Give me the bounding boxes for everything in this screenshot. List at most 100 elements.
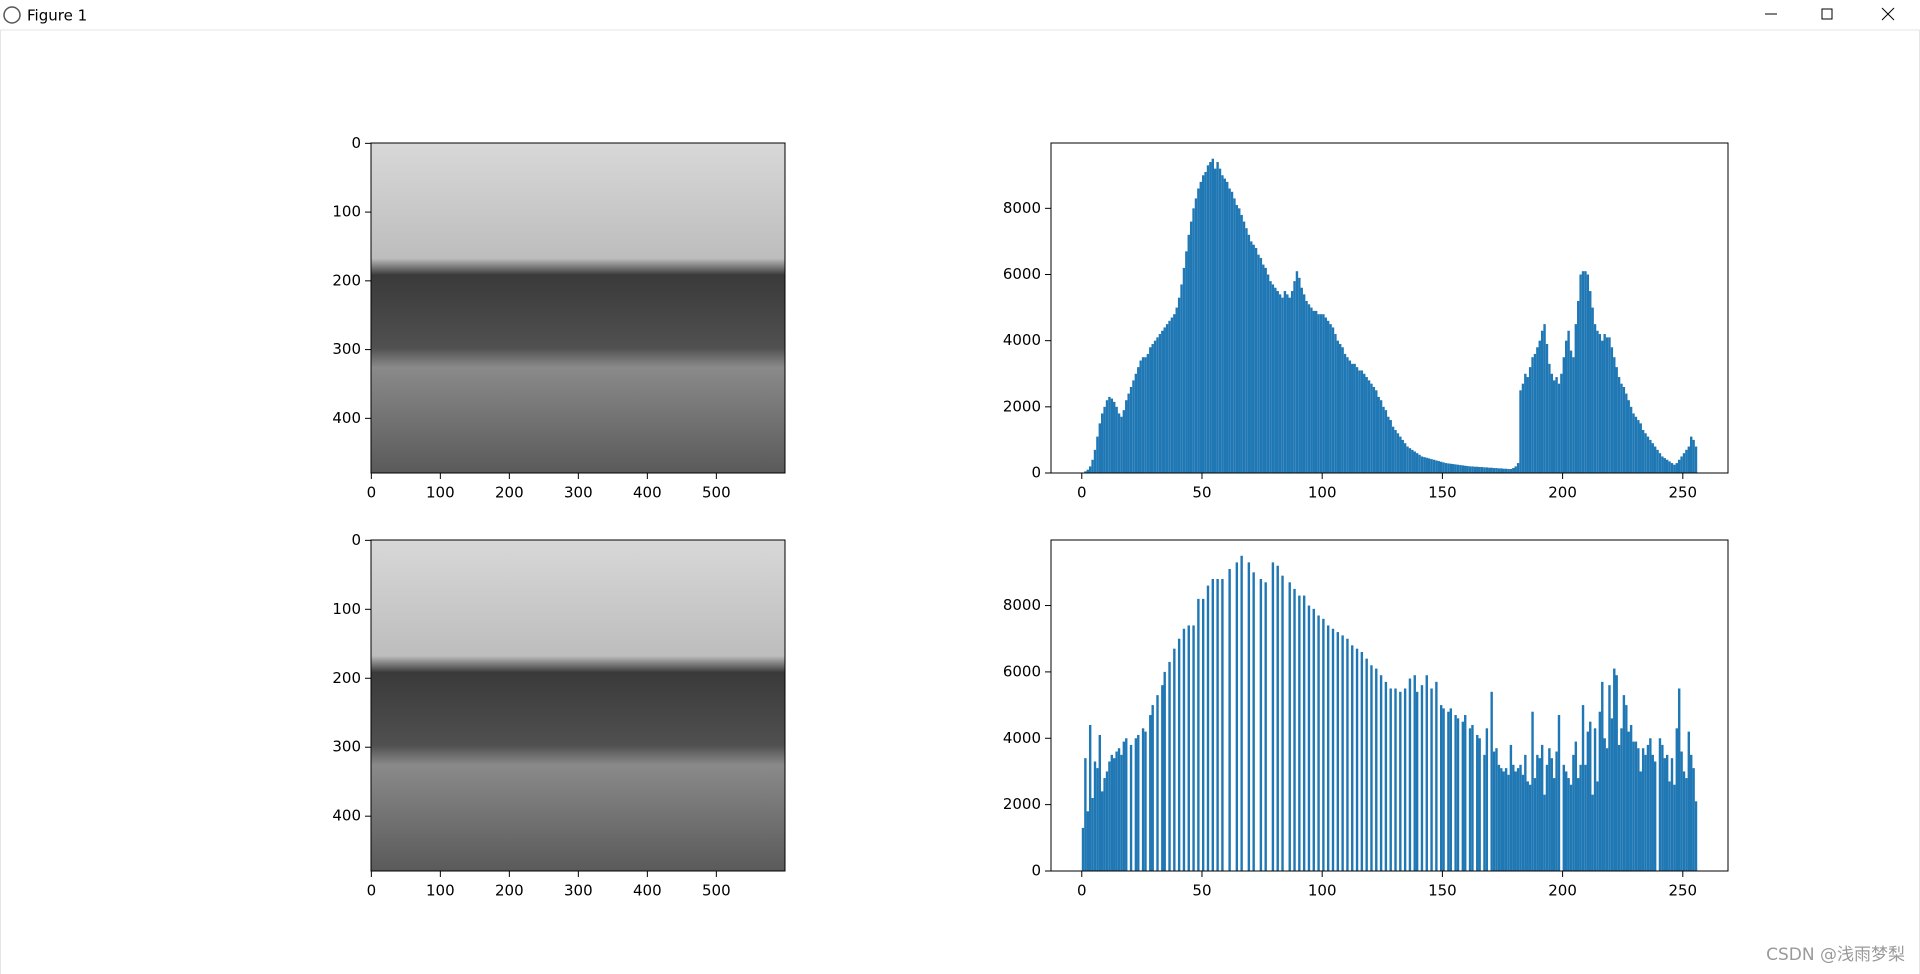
bar [1317, 314, 1320, 473]
bar [1665, 754, 1669, 871]
x-tick-label: 200 [1548, 882, 1577, 900]
bar [1586, 274, 1590, 473]
bar [1211, 158, 1214, 473]
axes-frame [1050, 539, 1729, 872]
bar [1382, 406, 1385, 473]
bar [1086, 811, 1089, 871]
bar [1555, 751, 1558, 871]
bar [1444, 463, 1448, 473]
subplot: 0 50 100 150 200 250 0 2000 4000 6000 8000 [1003, 539, 1729, 900]
bar [1557, 715, 1561, 871]
bar [1685, 449, 1688, 473]
image [371, 540, 785, 871]
bar [1548, 748, 1551, 871]
bar [1598, 334, 1602, 473]
bar [1228, 569, 1231, 871]
bar [1165, 324, 1169, 473]
y-tick-label: 100 [332, 600, 361, 618]
bar [1206, 165, 1210, 474]
bar [1519, 764, 1522, 871]
bar [1694, 801, 1698, 871]
bar [1598, 711, 1602, 871]
bar [1439, 705, 1443, 871]
bar [1552, 380, 1556, 473]
bar [1629, 724, 1633, 871]
bar [1132, 380, 1135, 473]
bar [1093, 761, 1097, 871]
bar [1569, 784, 1573, 871]
x-tick-label: 150 [1428, 882, 1457, 900]
bar [1589, 721, 1592, 871]
bar [1430, 459, 1433, 473]
bar [1668, 461, 1671, 473]
bar [1485, 467, 1489, 473]
bar [1670, 758, 1674, 871]
bar [1105, 400, 1109, 473]
bar [1377, 396, 1380, 473]
bar [1213, 168, 1217, 473]
bar [1334, 334, 1337, 473]
bar [1677, 688, 1681, 871]
bar [1596, 781, 1599, 871]
bar [1151, 343, 1154, 473]
bar [1326, 320, 1330, 473]
bar [1685, 778, 1688, 871]
restore-button[interactable] [1821, 8, 1833, 20]
bar [1240, 555, 1243, 871]
bar [1593, 728, 1597, 871]
bar [1139, 360, 1142, 473]
bar [1579, 274, 1582, 473]
bar [1290, 291, 1294, 473]
bar [1466, 466, 1469, 473]
bar [1394, 429, 1397, 473]
bar [1310, 307, 1313, 473]
bar [1113, 401, 1116, 473]
bar [1625, 393, 1628, 473]
bar [1485, 728, 1489, 871]
bar [1331, 628, 1335, 871]
close-button[interactable] [1881, 7, 1895, 21]
bar [1632, 741, 1635, 871]
bar [1346, 638, 1349, 871]
bar [1353, 363, 1356, 473]
bar [1199, 181, 1202, 473]
bar [1649, 439, 1652, 473]
bar [1555, 377, 1558, 473]
subplot: 0 100 200 300 400 500 0 100 200 300 400 [332, 134, 786, 502]
bar [1649, 738, 1652, 871]
bar [1235, 562, 1239, 871]
bar [1117, 413, 1121, 473]
bar [1425, 457, 1428, 473]
bar [1516, 768, 1520, 871]
bar [1360, 370, 1364, 473]
x-tick-label: 100 [426, 484, 455, 502]
bar [1572, 357, 1575, 473]
bar [1504, 468, 1508, 473]
bar [1545, 343, 1549, 473]
bar [1156, 695, 1159, 871]
bar [1531, 357, 1534, 473]
bar [1346, 357, 1349, 473]
histogram-bars [1084, 158, 1698, 474]
bar [1098, 423, 1102, 473]
bar [1084, 471, 1087, 473]
y-tick-label: 4000 [1003, 729, 1041, 747]
bar [1488, 467, 1491, 473]
x-tick-label: 500 [702, 882, 731, 900]
bar [1593, 324, 1597, 473]
bar [1500, 768, 1503, 871]
bar [1351, 645, 1354, 871]
bar [1175, 307, 1178, 473]
bar [1122, 741, 1126, 871]
bar [1245, 228, 1248, 473]
bar [1197, 188, 1200, 474]
bar [1675, 463, 1678, 473]
bar [1189, 221, 1193, 473]
bar [1322, 618, 1325, 871]
bar [1471, 724, 1474, 871]
bar [1223, 178, 1227, 473]
bar [1480, 467, 1484, 473]
bar [1370, 665, 1373, 871]
bar [1242, 221, 1246, 473]
bar [1540, 330, 1544, 473]
